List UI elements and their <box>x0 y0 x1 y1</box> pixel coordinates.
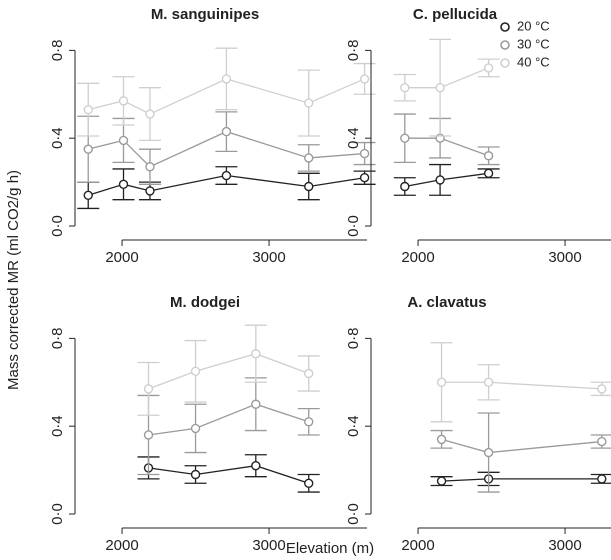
data-point <box>359 148 370 159</box>
data-point <box>221 126 232 137</box>
legend-label: 30 °C <box>517 36 550 51</box>
legend-marker <box>500 40 510 50</box>
series-line <box>441 478 602 482</box>
data-point <box>435 175 445 185</box>
panel-title: C. pellucida <box>413 6 498 23</box>
data-point <box>221 170 232 181</box>
data-point <box>221 74 232 84</box>
legend-marker <box>500 22 510 32</box>
panel-title: A. clavatus <box>407 294 486 311</box>
y-tick-label: 0·4 <box>49 127 66 149</box>
x-tick-label: 2000 <box>401 537 434 554</box>
data-point <box>436 434 447 445</box>
y-tick-label: 0·8 <box>49 328 66 350</box>
data-point <box>436 377 447 387</box>
y-tick-label: 0·0 <box>49 503 66 525</box>
data-point <box>400 133 410 143</box>
series-line <box>441 381 602 390</box>
data-point <box>251 461 261 471</box>
panel-title: M. sanguinipes <box>151 6 259 23</box>
data-point <box>483 63 494 73</box>
data-point <box>190 469 201 480</box>
data-point <box>145 162 155 172</box>
data-point <box>304 181 314 192</box>
y-tick-label: 0·4 <box>345 127 362 149</box>
data-point <box>118 135 129 146</box>
x-tick-label: 3000 <box>548 249 581 266</box>
x-tick-label: 2000 <box>401 249 434 266</box>
data-point <box>304 153 314 163</box>
x-tick-label: 2000 <box>105 249 138 266</box>
y-tick-label: 0·0 <box>49 215 66 237</box>
data-point <box>304 98 314 108</box>
data-point <box>597 474 607 484</box>
x-tick-label: 3000 <box>548 537 581 554</box>
series-line <box>148 465 309 484</box>
data-point <box>400 181 410 192</box>
series-line <box>404 67 489 89</box>
series-line <box>88 174 365 196</box>
y-tick-label: 0·0 <box>345 215 362 237</box>
legend-label: 40 °C <box>517 54 550 69</box>
data-point <box>359 74 370 84</box>
x-tick-label: 2000 <box>105 537 138 554</box>
data-point <box>190 366 201 377</box>
data-point <box>118 96 129 106</box>
y-tick-label: 0·4 <box>345 415 362 437</box>
data-point <box>483 377 494 387</box>
data-point <box>436 476 447 486</box>
data-point <box>251 349 261 359</box>
x-tick-label: 3000 <box>252 249 285 266</box>
data-point <box>304 417 314 427</box>
data-point <box>145 186 155 196</box>
y-tick-label: 0·0 <box>345 503 362 525</box>
data-point <box>597 384 607 394</box>
data-point <box>118 179 129 190</box>
data-point <box>143 430 154 440</box>
data-point <box>400 82 410 93</box>
data-point <box>597 436 607 447</box>
legend-marker <box>500 58 510 68</box>
panel-title: M. dodgei <box>170 294 240 311</box>
legend-label: 20 °C <box>517 18 550 33</box>
series-line <box>404 172 489 188</box>
y-axis-label: Mass corrected MR (ml CO2/g h) <box>5 170 22 390</box>
series-line <box>148 403 309 436</box>
data-point <box>83 190 93 200</box>
data-point <box>304 478 314 488</box>
series-line <box>441 438 602 454</box>
data-point <box>83 144 93 154</box>
series-line <box>88 130 365 168</box>
data-point <box>190 423 201 434</box>
data-point <box>143 384 154 394</box>
x-axis-label: Elevation (m) <box>286 540 374 557</box>
y-tick-label: 0·8 <box>345 328 362 350</box>
data-point <box>251 399 261 409</box>
data-point <box>435 82 445 93</box>
data-point <box>483 151 494 161</box>
y-tick-label: 0·8 <box>49 40 66 62</box>
data-point <box>304 368 314 379</box>
x-tick-label: 3000 <box>252 537 285 554</box>
data-point <box>359 173 370 183</box>
series-line <box>404 137 489 157</box>
y-tick-label: 0·8 <box>345 40 362 62</box>
data-point <box>83 104 93 115</box>
y-tick-label: 0·4 <box>49 415 66 437</box>
data-point <box>483 447 494 458</box>
series-line <box>148 353 309 390</box>
data-point <box>483 168 494 179</box>
data-point <box>145 109 155 119</box>
series-line <box>88 78 365 115</box>
